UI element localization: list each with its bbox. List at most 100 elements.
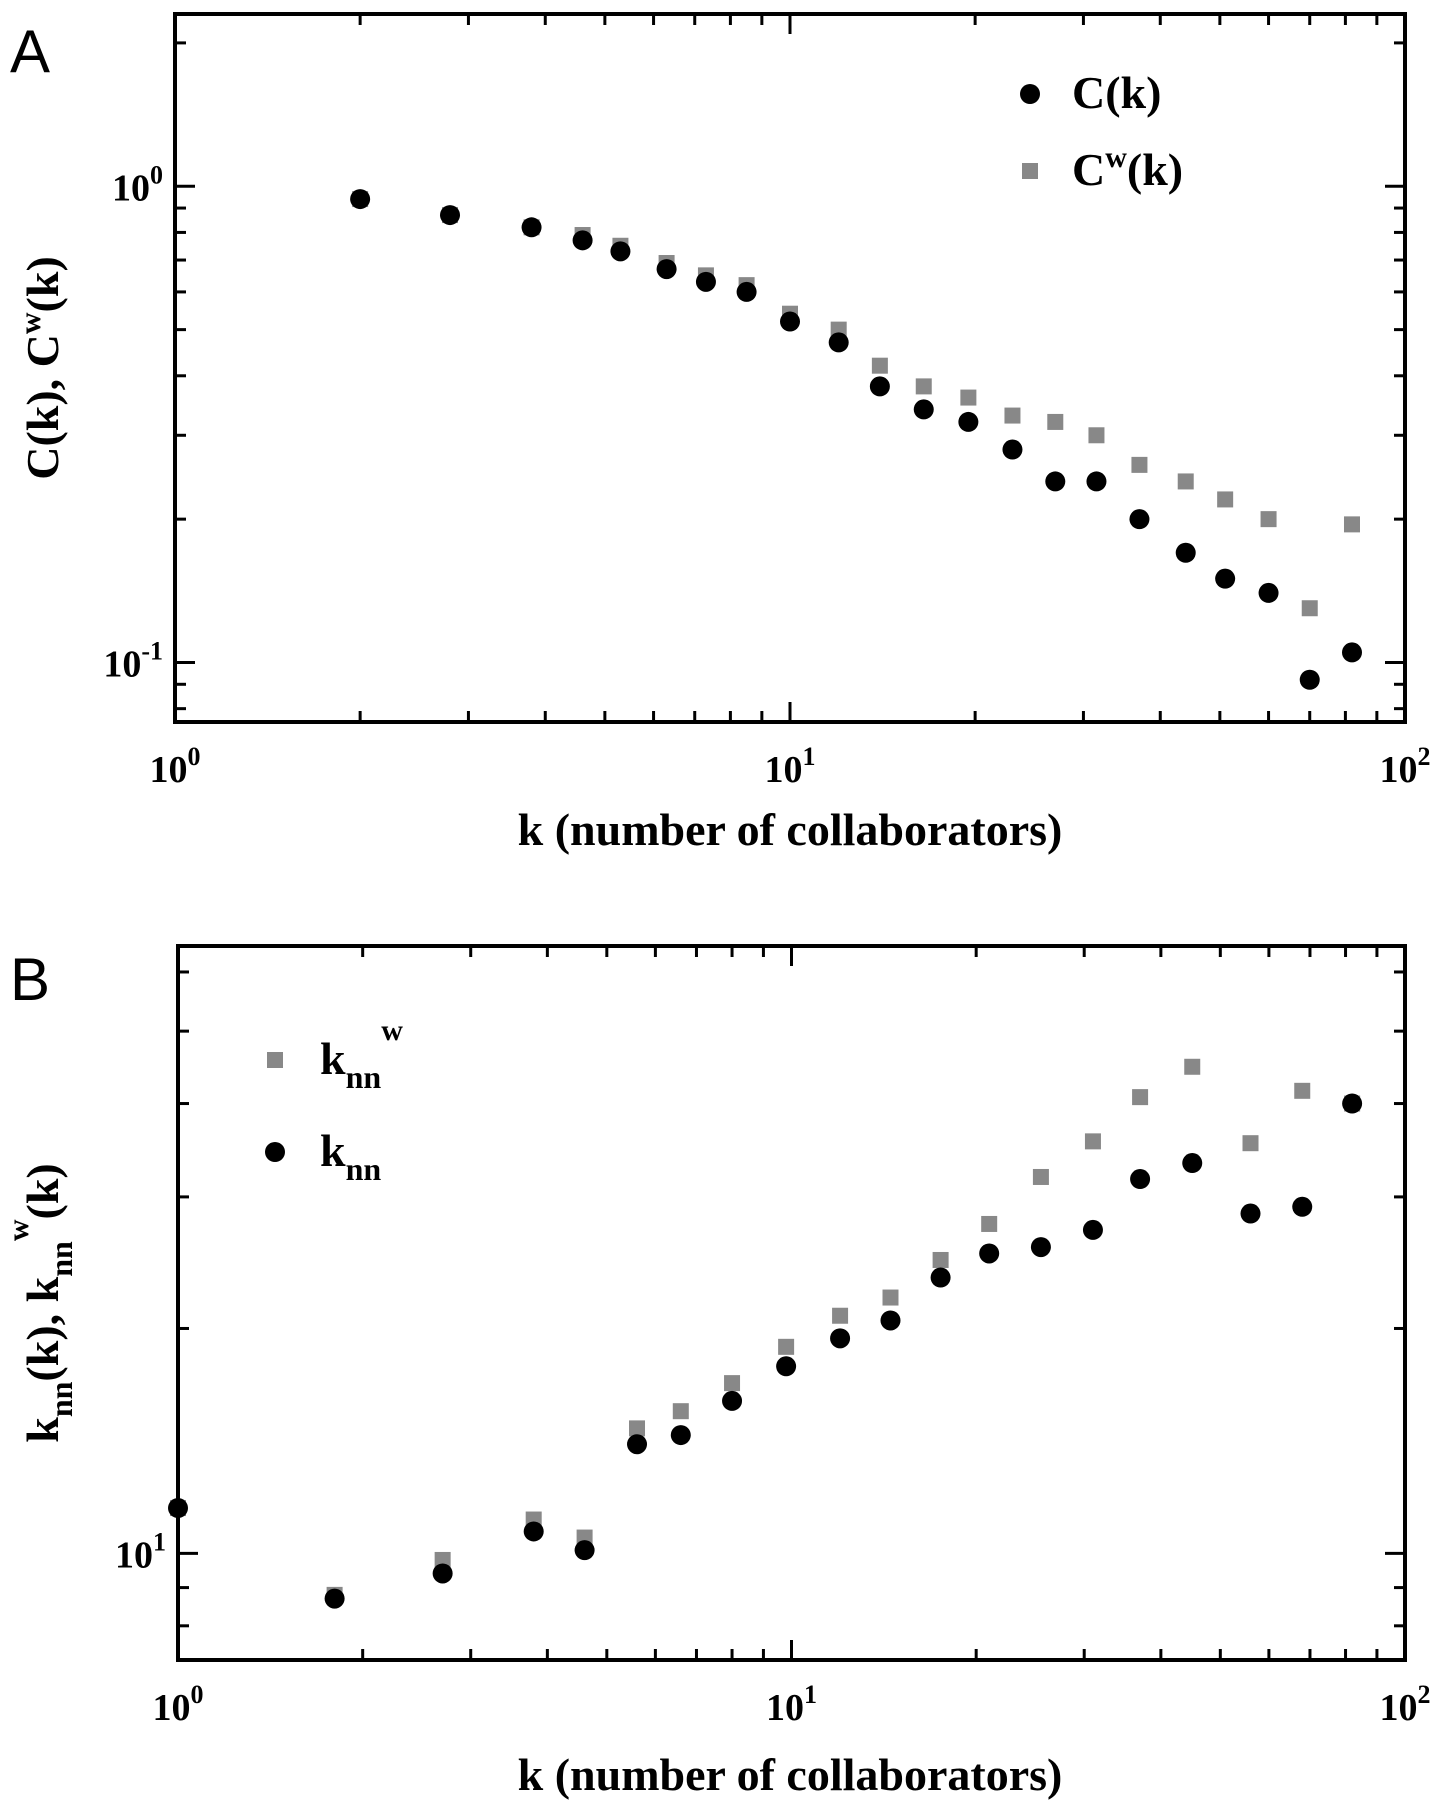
tick-exponent: 0 [188, 742, 201, 771]
data-point-circle [432, 1563, 453, 1584]
data-point-square [1088, 427, 1105, 444]
data-point-square [1132, 1089, 1149, 1106]
tick-exponent: 1 [803, 742, 816, 771]
data-point-circle [610, 241, 631, 262]
data-point-circle [1215, 568, 1236, 589]
data-point-square [1177, 473, 1194, 490]
tick-base: 10 [103, 644, 141, 686]
data-point-circle [1086, 471, 1107, 492]
x-tick-label: 101 [766, 1680, 817, 1729]
data-point-circle [656, 259, 677, 280]
legend-label: C(k) [1072, 67, 1161, 118]
tick-base: 10 [150, 749, 188, 791]
legend-text-part: C(k) [1072, 67, 1161, 118]
data-point-square [1294, 1082, 1311, 1099]
data-point-square [672, 1403, 689, 1420]
x-axis-title: k (number of collaborators) [518, 1749, 1063, 1800]
data-point-circle [1240, 1203, 1261, 1224]
data-point-square [1184, 1058, 1201, 1075]
y-title-part: (k), k [17, 1276, 68, 1381]
data-point-square [778, 1338, 795, 1355]
tick-base: 10 [115, 1534, 153, 1576]
data-point-circle [168, 1498, 188, 1519]
y-title-sub: nn [43, 1381, 79, 1417]
tick-exponent: -1 [141, 637, 163, 666]
data-point-square [1343, 516, 1360, 533]
data-point-square [981, 1215, 998, 1232]
data-point-square [1084, 1133, 1101, 1150]
legend-text-part: (k) [1127, 144, 1183, 195]
data-point-square [832, 1307, 849, 1324]
tick-exponent: 1 [804, 1680, 817, 1709]
x-tick-label: 100 [150, 742, 201, 791]
data-point-circle [958, 411, 979, 432]
y-title-sub: nn [43, 1241, 79, 1277]
data-point-circle [1030, 1237, 1051, 1258]
data-point-circle [780, 311, 800, 332]
plot-frame [173, 12, 1407, 724]
data-point-circle [627, 1434, 648, 1455]
data-point-circle [1130, 1169, 1151, 1190]
data-point-circle [1129, 509, 1150, 530]
data-point-square [871, 357, 888, 374]
legend-sup: w [381, 1014, 403, 1047]
data-point-circle [880, 1310, 901, 1331]
data-point-square [1047, 413, 1064, 430]
tick-base: 10 [766, 1687, 804, 1729]
data-point-circle [1341, 642, 1362, 663]
data-point-circle [1082, 1219, 1103, 1240]
data-point-square [915, 378, 932, 395]
data-point-circle [1002, 439, 1023, 460]
data-point-circle [695, 271, 716, 292]
data-point-circle [1175, 542, 1196, 563]
y-title-part: C(k), C [17, 334, 68, 480]
data-point-circle [979, 1243, 1000, 1264]
data-point-circle [572, 230, 593, 251]
y-title-part: k [17, 1417, 68, 1443]
data-point-circle [722, 1390, 743, 1411]
data-point-circle [1299, 669, 1320, 690]
data-point-square [434, 1551, 451, 1568]
legend-marker-square [267, 1052, 283, 1068]
data-point-circle [830, 1328, 851, 1349]
x-tick-label: 100 [153, 1680, 204, 1729]
x-axis-title: k (number of collaborators) [518, 804, 1063, 855]
plot-frame [176, 944, 1407, 1662]
y-axis-title: C(k), Cw(k) [14, 256, 68, 480]
legend-marker-circle [1020, 84, 1040, 104]
data-point-circle [869, 376, 890, 397]
tick-base: 10 [765, 749, 803, 791]
y-tick-label: 100 [112, 160, 163, 209]
legend-sub: nn [346, 1151, 382, 1187]
data-point-circle [828, 332, 849, 353]
data-point-square [1032, 1168, 1049, 1185]
x-tick-label: 102 [1380, 1680, 1431, 1729]
data-point-square [1242, 1135, 1259, 1152]
data-point-circle [670, 1425, 691, 1446]
x-tick-label: 102 [1380, 742, 1431, 791]
data-point-circle [1342, 1093, 1363, 1114]
panel-letter: B [10, 946, 50, 1013]
data-point-circle [521, 217, 542, 238]
legend-text-part: C [1072, 144, 1105, 195]
legend-sub: nn [346, 1059, 382, 1095]
legend-sup: w [1105, 141, 1127, 174]
data-point-circle [1258, 582, 1279, 603]
legend-marker-circle [265, 1142, 285, 1162]
data-point-circle [930, 1267, 951, 1288]
data-point-square [724, 1375, 741, 1392]
y-tick-label: 101 [115, 1527, 166, 1576]
y-title-part: (k) [17, 1163, 68, 1219]
data-point-circle [736, 281, 757, 302]
data-point-circle [913, 399, 934, 420]
tick-base: 10 [1380, 1687, 1418, 1729]
y-title-sup: w [2, 1219, 35, 1241]
y-title-part: (k) [17, 256, 68, 312]
data-point-circle [350, 189, 371, 210]
data-point-circle [574, 1540, 595, 1561]
legend-text-part: k [320, 1033, 346, 1084]
tick-base: 10 [1380, 749, 1418, 791]
tick-exponent: 2 [1418, 1680, 1431, 1709]
